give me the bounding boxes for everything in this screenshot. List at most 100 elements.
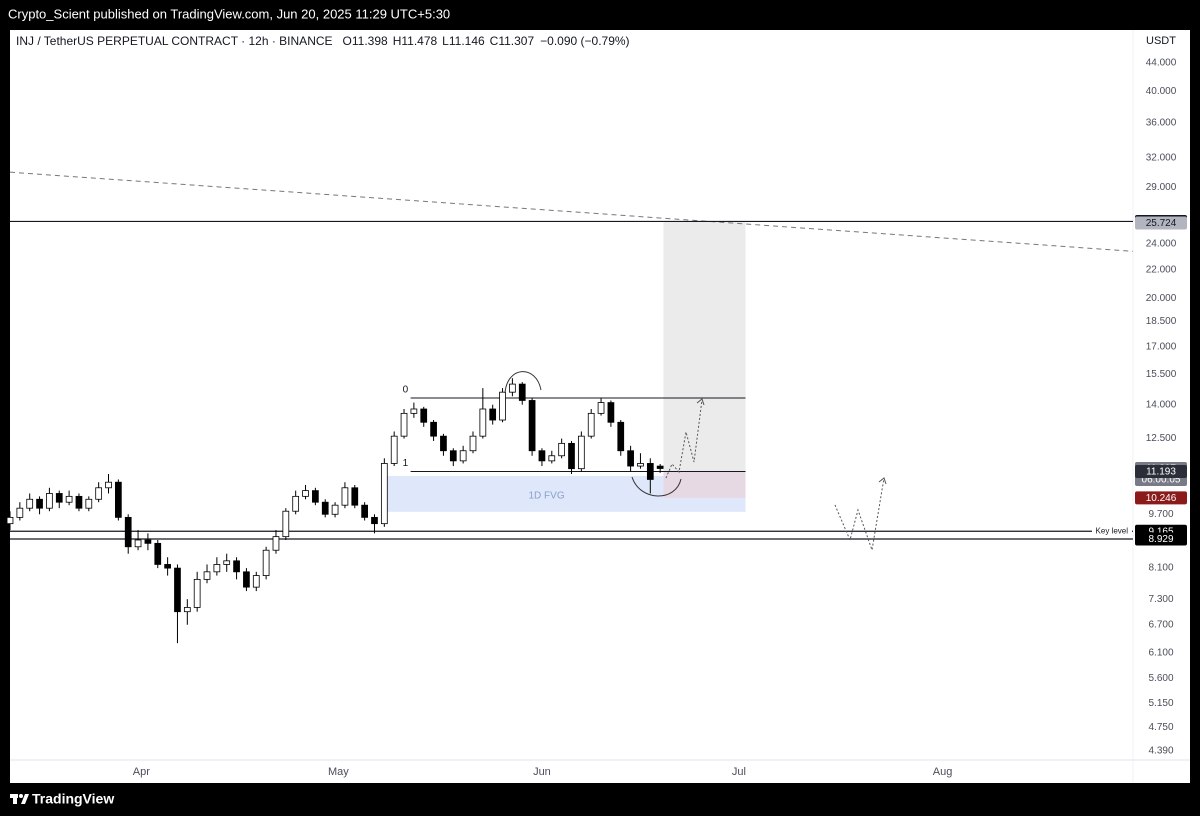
- ohlc-value: 11.398: [352, 34, 388, 48]
- annotation-bg: [1092, 525, 1132, 538]
- plot: 1D FVG 0 1: [6, 171, 1134, 644]
- candle-body: [85, 498, 93, 509]
- ohlc-value: 11.146: [449, 34, 485, 48]
- publish-header: Crypto_Scient published on TradingView.c…: [8, 6, 450, 21]
- projection-arrow: [696, 398, 705, 406]
- fib-label: 1: [403, 458, 409, 469]
- candle-body: [46, 493, 53, 509]
- y-tick-label: 6.700: [1148, 619, 1173, 630]
- candle-body: [174, 567, 181, 613]
- candle-body: [646, 463, 654, 480]
- candle-body: [390, 435, 398, 464]
- candle-body: [26, 498, 34, 509]
- candle-body: [449, 450, 457, 462]
- candle-body: [312, 490, 319, 503]
- candle-body: [341, 487, 349, 506]
- candle-body: [656, 465, 664, 469]
- candle-body: [410, 408, 418, 414]
- candle-body: [144, 539, 152, 544]
- candle-body: [538, 450, 546, 462]
- candle-body: [302, 490, 309, 497]
- candle-body: [203, 571, 211, 580]
- projection-arrow: [878, 477, 887, 485]
- currency: USDT: [1146, 35, 1176, 47]
- candle-body: [164, 564, 171, 569]
- y-tick-label: 9.700: [1148, 509, 1173, 520]
- candle-body: [420, 408, 428, 423]
- symbol-header: INJ / TetherUS PERPETUAL CONTRACT · 12h …: [16, 34, 630, 48]
- zone: [663, 471, 746, 498]
- candle-body: [568, 442, 575, 470]
- candle-body: [509, 383, 516, 393]
- logo-mark: [13, 798, 17, 804]
- candle-body: [361, 504, 368, 518]
- candle-body: [272, 536, 280, 551]
- annotation: Key level: [1096, 526, 1129, 535]
- candle-body: [528, 400, 536, 452]
- candle-body: [469, 435, 477, 452]
- candle-body: [558, 442, 566, 457]
- fib-label: 0: [403, 385, 409, 396]
- y-tick-label: 8.100: [1148, 563, 1173, 574]
- candle-body: [479, 408, 487, 437]
- bottom-arc: [631, 476, 682, 497]
- logo-mark: [21, 794, 29, 804]
- candle-body: [577, 435, 585, 470]
- ohlc-value: 11.478: [401, 34, 437, 48]
- y-tick-label: 15.500: [1146, 369, 1177, 380]
- y-tick-label: 29.000: [1146, 182, 1177, 193]
- y-tick-label: 40.000: [1146, 86, 1177, 97]
- candle-body: [75, 495, 83, 509]
- candle-body: [351, 487, 359, 506]
- price-label-box: [1135, 465, 1187, 479]
- candle-body: [243, 571, 250, 588]
- change: −0.090 (−0.79%): [540, 34, 629, 48]
- price-label: 11.193: [1146, 467, 1176, 478]
- candle-body: [223, 560, 231, 565]
- y-tick-label: 14.000: [1146, 399, 1177, 410]
- symbol-title: INJ / TetherUS PERPETUAL CONTRACT · 12h …: [16, 34, 333, 48]
- trendline: [9, 171, 1134, 252]
- candle-body: [124, 516, 132, 548]
- y-tick-label: 12.500: [1146, 433, 1177, 444]
- price-label-box: [1135, 216, 1187, 230]
- candle-body: [400, 412, 408, 437]
- y-tick-label: 4.750: [1148, 722, 1173, 733]
- logo-mark: [10, 794, 18, 798]
- price-label: 25.724: [1146, 218, 1177, 229]
- candle-body: [607, 402, 615, 423]
- candle-body: [262, 549, 270, 576]
- candle-body: [459, 450, 467, 462]
- candle-body: [627, 450, 634, 467]
- price-label-box: [1135, 532, 1187, 546]
- candle-body: [292, 495, 300, 512]
- zone: [663, 221, 746, 472]
- footer-logo: TradingView: [32, 791, 114, 807]
- x-tick-label: Apr: [133, 766, 150, 778]
- candle-body: [587, 412, 595, 437]
- candle-body: [597, 402, 605, 414]
- candle-body: [6, 516, 14, 525]
- candle-body: [65, 495, 73, 503]
- top-arc: [504, 371, 542, 394]
- y-tick-label: 44.000: [1146, 57, 1177, 68]
- candle-body: [252, 575, 260, 588]
- candle-body: [331, 504, 339, 515]
- projection-path: [665, 399, 703, 479]
- price-label: 8.929: [1148, 534, 1173, 545]
- zone-label: 1D FVG: [529, 491, 565, 502]
- y-tick-label: 32.000: [1146, 152, 1177, 163]
- x-tick-label: Aug: [933, 766, 953, 778]
- candle-body: [617, 421, 625, 452]
- candle-body: [213, 564, 221, 573]
- y-tick-label: 5.150: [1148, 698, 1173, 709]
- candle-body: [154, 542, 162, 565]
- candle-body: [193, 578, 201, 608]
- candle-body: [548, 455, 556, 462]
- candle-body: [371, 516, 378, 525]
- candle-body: [134, 539, 142, 548]
- ohlc-key: L: [442, 34, 449, 48]
- ohlc-value: 11.307: [498, 34, 534, 48]
